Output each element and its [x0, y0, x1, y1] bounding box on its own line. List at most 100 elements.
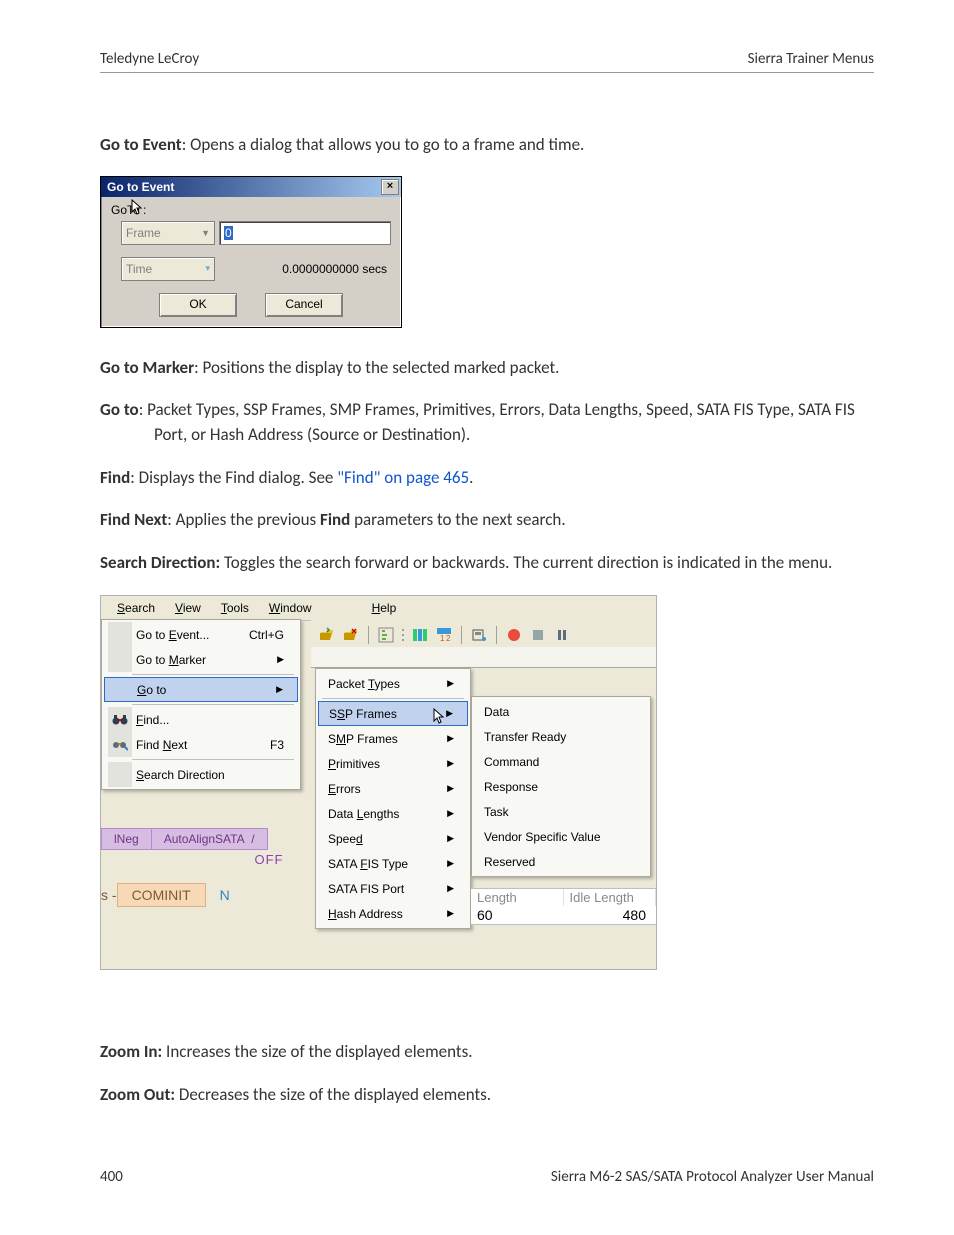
zoomout-t: Decreases the size of the displayed elem…: [175, 1084, 491, 1105]
find-b: Find: [100, 467, 130, 488]
submenu-arrow-icon: ▶: [447, 883, 454, 894]
split-icon[interactable]: 12: [434, 625, 454, 645]
menu-errors[interactable]: Errors▶: [318, 776, 468, 801]
menu-goto[interactable]: Go to ▶: [104, 677, 298, 702]
menubar-tools[interactable]: Tools: [211, 599, 259, 617]
cursor-icon: [433, 708, 445, 724]
goto-paragraph: Go to: Packet Types, SSP Frames, SMP Fra…: [100, 398, 874, 447]
toolbar-sep: [461, 626, 462, 644]
menu-find-next[interactable]: Find Next F3: [104, 732, 298, 757]
blank-icon: [108, 762, 132, 787]
findnext-b2: Find: [320, 509, 350, 530]
toolbar-sep: [496, 626, 497, 644]
intro-paragraph: Go to Event: Opens a dialog that allows …: [100, 133, 874, 158]
menubar-search[interactable]: Search: [107, 599, 165, 617]
submenu-arrow-icon: ▶: [276, 684, 283, 695]
submenu-arrow-icon: ▶: [447, 678, 454, 689]
close-doc-icon[interactable]: [341, 625, 361, 645]
columns-icon[interactable]: [410, 625, 430, 645]
menu-find[interactable]: Find...: [104, 707, 298, 732]
time-display: 0.0000000000 secs: [219, 258, 391, 280]
menu-goto-event[interactable]: Go to Event... Ctrl+G: [104, 622, 298, 647]
blank-toolbar-row: [311, 647, 656, 668]
length-h1: Length: [471, 889, 564, 906]
menu-ssp-frames[interactable]: SSP Frames ▶: [318, 701, 468, 726]
menubar-help[interactable]: Help: [362, 599, 407, 617]
ok-button[interactable]: OK: [159, 293, 237, 317]
sd-t: Toggles the search forward or backwards.…: [220, 552, 832, 573]
menu-ssp-task[interactable]: Task: [474, 799, 648, 824]
menu-packet-types[interactable]: Packet Types▶: [318, 671, 468, 696]
menu-speed[interactable]: Speed▶: [318, 826, 468, 851]
page-footer: 400 Sierra M6-2 SAS/SATA Protocol Analyz…: [100, 1168, 874, 1186]
menu-ssp-reserved[interactable]: Reserved: [474, 849, 648, 874]
menubar-window[interactable]: Window: [259, 599, 322, 617]
chevron-down-icon: ▾: [205, 263, 210, 274]
menu-fis-port[interactable]: SATA FIS Port▶: [318, 876, 468, 901]
submenu-arrow-icon: ▶: [447, 733, 454, 744]
tag-neg: lNeg: [101, 828, 151, 850]
menubar-view[interactable]: View: [165, 599, 211, 617]
chevron-down-icon: ▼: [201, 228, 210, 238]
find-link[interactable]: "Find" on page 465: [337, 467, 469, 488]
off-row: OFF: [101, 852, 367, 867]
open-icon[interactable]: [317, 625, 337, 645]
length-values: 60 480: [471, 906, 656, 925]
record-icon[interactable]: [504, 625, 524, 645]
wizard-icon[interactable]: [376, 625, 396, 645]
page-header: Teledyne LeCroy Sierra Trainer Menus: [100, 50, 874, 68]
zoomout-b: Zoom Out:: [100, 1084, 175, 1105]
menu-ssp-vsv[interactable]: Vendor Specific Value: [474, 824, 648, 849]
cominit-row: s - COMINIT N: [101, 883, 230, 907]
goto-b: Go to: [100, 399, 139, 420]
menu-data-lengths[interactable]: Data Lengths▶: [318, 801, 468, 826]
frame-label: Frame: [126, 226, 161, 240]
submenu-arrow-icon: ▶: [447, 908, 454, 919]
menu-goto-marker[interactable]: Go to Marker ▶: [104, 647, 298, 672]
menu-ssp-cmd[interactable]: Command: [474, 749, 648, 774]
submenu-arrow-icon: ▶: [277, 654, 284, 665]
find-paragraph: Find: Displays the Find dialog. See "Fin…: [100, 466, 874, 491]
menu-smp-frames[interactable]: SMP Frames▶: [318, 726, 468, 751]
cominit-n: N: [220, 887, 230, 903]
blank-icon: [108, 647, 132, 672]
stop-icon[interactable]: [528, 625, 548, 645]
zoomin-b: Zoom In:: [100, 1041, 162, 1062]
pause-icon[interactable]: [552, 625, 572, 645]
menu-ssp-xfer[interactable]: Transfer Ready: [474, 724, 648, 749]
menu-ssp-resp[interactable]: Response: [474, 774, 648, 799]
goto-event-dialog: Go to Event × GoTo : Frame ▼ 0 Time ▾: [100, 176, 402, 328]
frame-input[interactable]: 0: [219, 221, 391, 245]
goto-t: : Packet Types, SSP Frames, SMP Frames, …: [139, 399, 855, 445]
menu-separator: [132, 674, 294, 675]
time-dropdown[interactable]: Time ▾: [121, 257, 215, 281]
sd-paragraph: Search Direction: Toggles the search for…: [100, 551, 874, 576]
zoomout-paragraph: Zoom Out: Decreases the size of the disp…: [100, 1083, 874, 1108]
menu-hash-address[interactable]: Hash Address▶: [318, 901, 468, 926]
intro-rest: : Opens a dialog that allows you to go t…: [182, 134, 585, 155]
menu-separator: [132, 704, 294, 705]
menu-ssp-data[interactable]: Data: [474, 699, 648, 724]
menu-separator: [322, 698, 464, 699]
findnext-t2: parameters to the next search.: [350, 509, 565, 530]
menu-screenshot: Search View Tools Window Help: [100, 595, 657, 970]
cominit-box: COMINIT: [117, 883, 206, 907]
cancel-button[interactable]: Cancel: [265, 293, 343, 317]
search-menu: Go to Event... Ctrl+G Go to Marker ▶ Go …: [101, 619, 301, 790]
dialog-body: GoTo : Frame ▼ 0 Time ▾ 0.0000000000 sec…: [101, 197, 401, 327]
device-icon[interactable]: [469, 625, 489, 645]
frame-value: 0: [224, 226, 233, 240]
zoomin-t: Increases the size of the displayed elem…: [162, 1041, 472, 1062]
binoculars-next-icon: [108, 732, 132, 757]
findnext-b: Find Next: [100, 509, 167, 530]
close-icon[interactable]: ×: [381, 179, 399, 195]
findnext-t1: : Applies the previous: [167, 509, 320, 530]
submenu-arrow-icon: ▶: [447, 783, 454, 794]
frame-dropdown[interactable]: Frame ▼: [121, 221, 215, 245]
length-header: Length Idle Length: [471, 888, 656, 906]
find-t2: .: [469, 467, 473, 488]
menu-search-direction[interactable]: Search Direction: [104, 762, 298, 787]
submenu-arrow-icon: ▶: [446, 708, 453, 719]
menu-primitives[interactable]: Primitives▶: [318, 751, 468, 776]
page-number: 400: [100, 1168, 123, 1186]
